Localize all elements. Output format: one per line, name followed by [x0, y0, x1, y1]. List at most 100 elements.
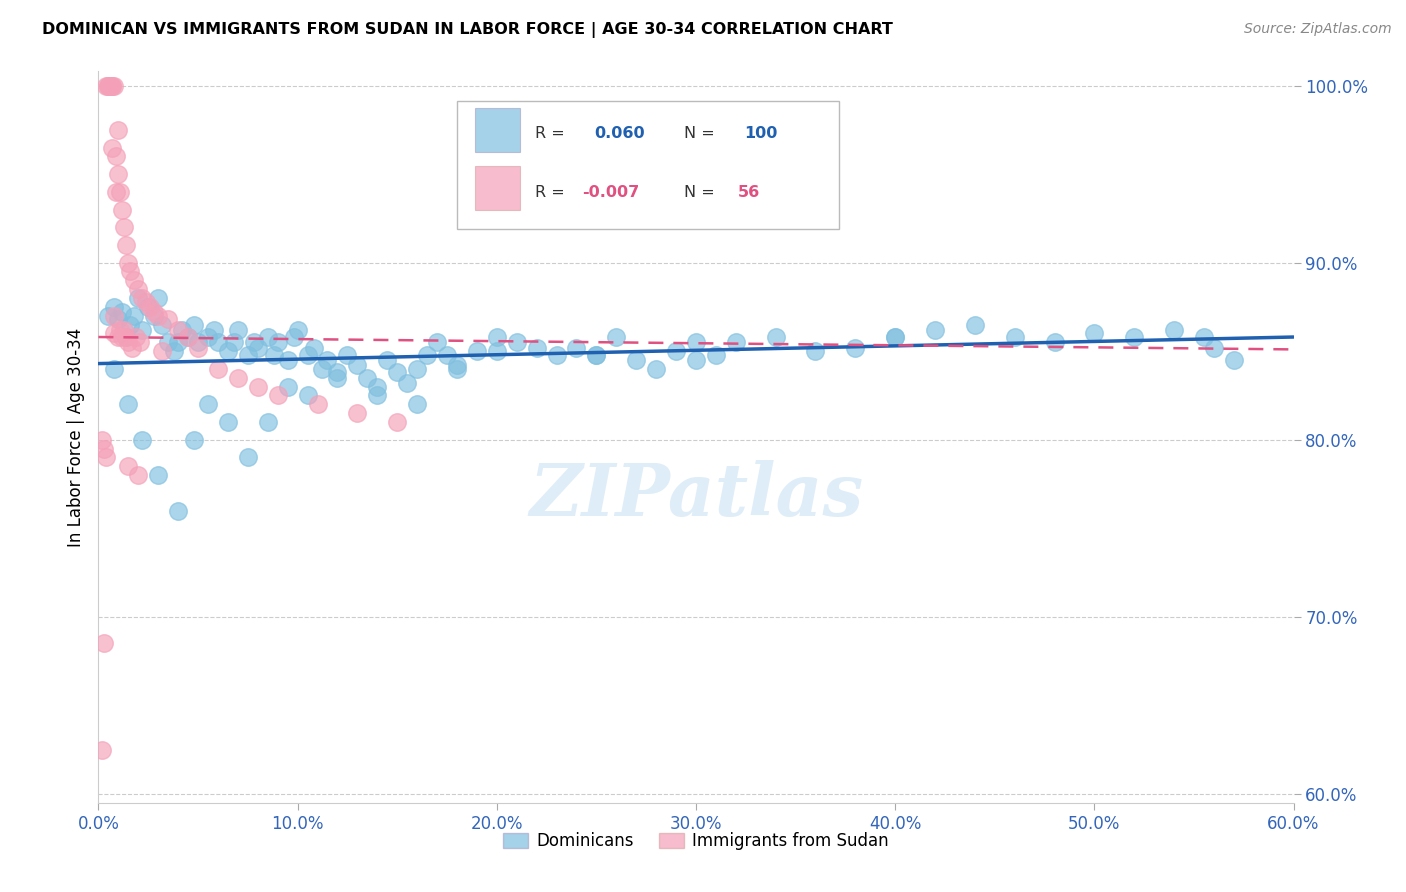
Y-axis label: In Labor Force | Age 30-34: In Labor Force | Age 30-34 — [66, 327, 84, 547]
Point — [207, 362, 229, 376]
Point — [121, 341, 143, 355]
Point — [302, 341, 325, 355]
Point — [115, 238, 138, 252]
Point — [385, 415, 409, 429]
Point — [131, 323, 153, 337]
Point — [256, 415, 278, 429]
Point — [406, 362, 429, 376]
Point — [177, 330, 200, 344]
Point — [396, 376, 419, 390]
Point — [125, 330, 148, 344]
Text: 56: 56 — [738, 185, 761, 200]
Point — [346, 406, 368, 420]
Point — [150, 318, 173, 332]
Point — [207, 335, 229, 350]
Point — [226, 370, 249, 384]
Point — [101, 78, 124, 93]
Point — [436, 348, 458, 362]
Point — [685, 353, 707, 368]
Point — [98, 78, 122, 93]
Point — [177, 330, 200, 344]
Point — [135, 294, 157, 309]
Point — [127, 468, 149, 483]
Text: ZIPatlas: ZIPatlas — [529, 460, 863, 531]
Point — [1004, 330, 1026, 344]
Point — [307, 397, 329, 411]
Point — [1043, 335, 1066, 350]
Point — [163, 344, 186, 359]
Point — [416, 348, 439, 362]
Point — [157, 335, 180, 350]
Text: 0.060: 0.060 — [595, 126, 645, 141]
Point — [605, 330, 627, 344]
Point — [645, 362, 668, 376]
Point — [117, 397, 139, 411]
Point — [148, 309, 170, 323]
Point — [202, 323, 225, 337]
Point — [167, 323, 190, 337]
FancyBboxPatch shape — [457, 101, 839, 228]
Point — [406, 397, 429, 411]
Point — [884, 330, 907, 344]
Text: Source: ZipAtlas.com: Source: ZipAtlas.com — [1244, 22, 1392, 37]
Point — [585, 348, 607, 362]
Point — [226, 323, 249, 337]
Point — [150, 344, 173, 359]
Point — [197, 397, 219, 411]
Point — [236, 450, 259, 465]
Point — [565, 341, 588, 355]
Point — [426, 335, 449, 350]
Point — [243, 335, 266, 350]
Point — [297, 348, 319, 362]
Point — [506, 335, 529, 350]
Point — [143, 305, 166, 319]
Point — [103, 78, 125, 93]
Point — [256, 330, 278, 344]
Point — [446, 362, 468, 376]
Point — [356, 370, 378, 384]
Point — [157, 312, 180, 326]
Point — [101, 78, 124, 93]
Point — [366, 379, 388, 393]
Point — [120, 318, 142, 332]
Point — [326, 366, 349, 380]
Point — [187, 335, 209, 350]
Point — [485, 344, 508, 359]
Point — [366, 388, 388, 402]
Point — [107, 123, 129, 137]
Point — [105, 149, 128, 163]
Point — [267, 335, 290, 350]
Point — [526, 341, 548, 355]
Point — [110, 323, 132, 337]
Point — [236, 348, 259, 362]
Point — [1223, 353, 1246, 368]
Point — [103, 326, 125, 341]
Point — [167, 503, 190, 517]
Point — [112, 323, 135, 337]
Point — [115, 330, 138, 344]
Point — [1192, 330, 1215, 344]
Point — [311, 362, 333, 376]
Point — [96, 450, 118, 465]
Point — [724, 335, 747, 350]
Point — [246, 379, 269, 393]
Point — [167, 335, 190, 350]
Point — [111, 305, 134, 319]
Point — [246, 341, 269, 355]
Point — [148, 468, 170, 483]
Point — [765, 330, 787, 344]
Point — [263, 348, 285, 362]
Point — [139, 300, 162, 314]
Point — [665, 344, 688, 359]
Point — [98, 78, 122, 93]
Point — [277, 353, 299, 368]
Point — [217, 415, 239, 429]
Point — [117, 459, 139, 474]
Point — [143, 309, 166, 323]
Point — [103, 300, 125, 314]
Point — [277, 379, 299, 393]
Point — [197, 330, 219, 344]
Point — [546, 348, 568, 362]
Point — [446, 359, 468, 373]
Point — [91, 742, 114, 756]
